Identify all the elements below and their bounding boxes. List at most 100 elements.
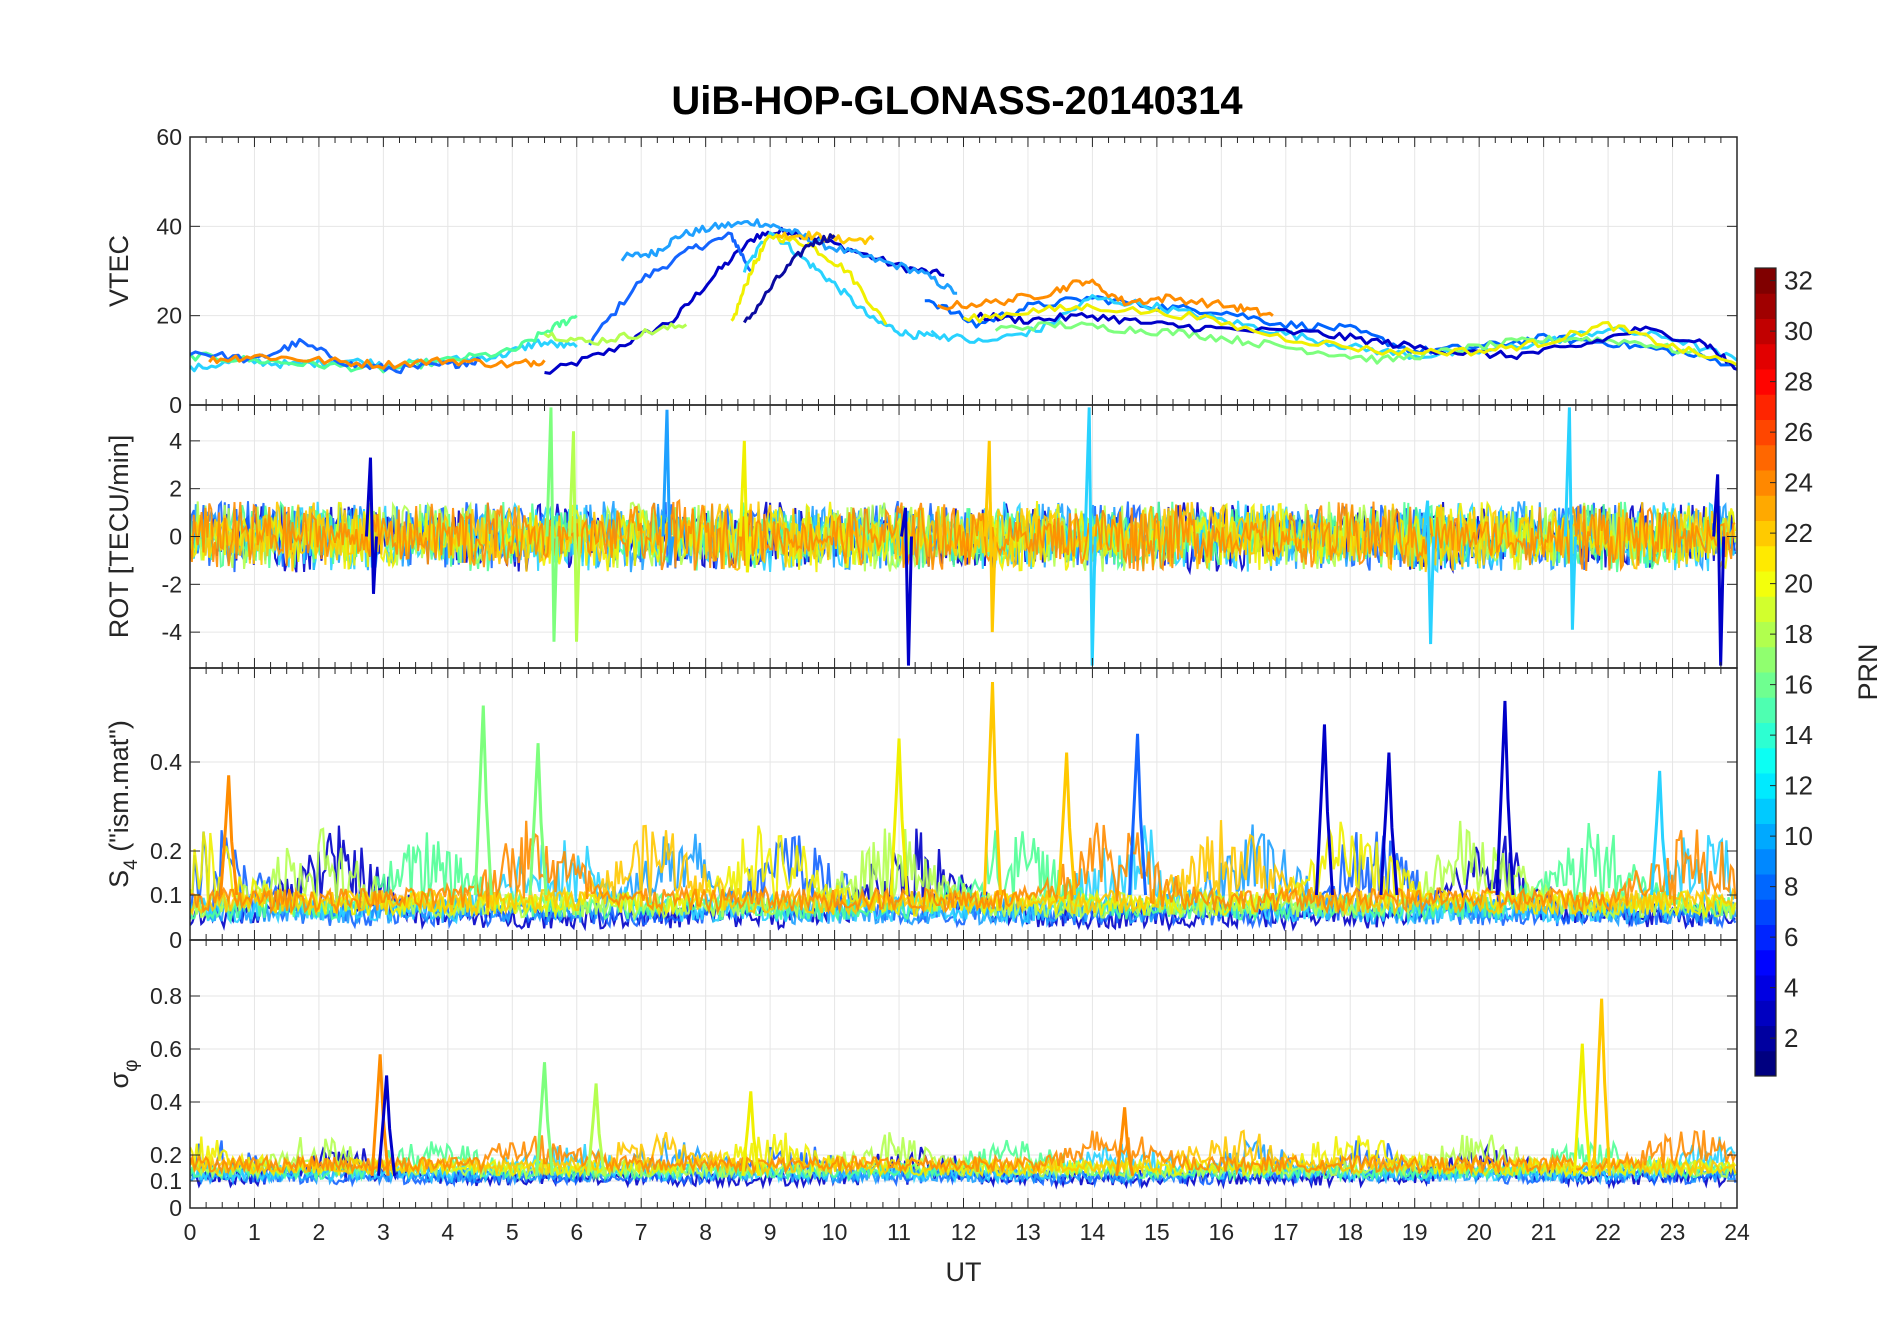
colorbar-swatch (1755, 621, 1776, 648)
y-tick-label: 0 (169, 927, 182, 953)
series-line (994, 320, 1705, 365)
colorbar-frame (1754, 267, 1777, 1077)
y-tick-label: 0.1 (150, 1168, 182, 1194)
colorbar-swatch (1755, 1000, 1776, 1026)
colorbar-swatch (1755, 343, 1776, 370)
series-line (588, 231, 752, 346)
peak-mark (535, 1062, 555, 1176)
y-axis-label: VTEC (104, 235, 134, 307)
series-line (924, 295, 1737, 367)
colorbar-swatch (1755, 571, 1776, 597)
panel-vtec: 20 40 60 VTEC (104, 124, 1738, 406)
peak-mark (983, 682, 1003, 896)
peak-mark (1592, 998, 1612, 1176)
colorbar-swatch (1755, 520, 1776, 547)
colorbar-swatch (1755, 318, 1776, 345)
rot-spike (1563, 407, 1577, 630)
x-tick-label: 0 (184, 1219, 197, 1245)
y-tick-label: -2 (162, 571, 182, 597)
colorbar-tick-label: 8 (1784, 872, 1798, 902)
peak-mark (1128, 733, 1148, 896)
peak-mark (889, 738, 909, 896)
x-tick-label: 6 (570, 1219, 583, 1245)
rot-spike (1712, 474, 1726, 666)
series-line (962, 303, 1737, 367)
colorbar-swatch (1755, 394, 1776, 420)
rot-spike (900, 507, 913, 666)
y-tick-label: 60 (156, 124, 182, 150)
y-tick-label: 0.4 (150, 1089, 182, 1115)
y-tick-label: 0.1 (150, 882, 182, 908)
data-s4 (190, 682, 1737, 932)
colorbar-swatch (1755, 773, 1776, 799)
chart-title: UiB-HOP-GLONASS-20140314 (671, 79, 1243, 123)
colorbar-swatch (1755, 975, 1776, 1001)
colorbar-swatch (1755, 419, 1776, 446)
rot-spike (568, 431, 582, 642)
series-line (730, 233, 888, 326)
rot-spike (545, 407, 559, 642)
colorbar-tick-label: 18 (1784, 619, 1813, 649)
x-tick-label: 1 (248, 1219, 261, 1245)
peak-mark (473, 705, 493, 896)
y-tick-label: 0.2 (150, 1142, 182, 1168)
colorbar-tick-label: 12 (1784, 771, 1813, 801)
colorbar-swatch (1755, 747, 1776, 774)
noise-series-line (190, 1130, 1737, 1176)
y-tick-label: 0.4 (150, 749, 182, 775)
series-line (620, 218, 958, 295)
x-tick-label: 13 (1015, 1219, 1041, 1245)
colorbar-swatch (1755, 495, 1776, 521)
colorbar-tick-label: 4 (1784, 973, 1798, 1003)
colorbar-tick-label: 20 (1784, 569, 1813, 599)
y-tick-label: 0.6 (150, 1036, 182, 1062)
peak-mark (370, 1054, 390, 1176)
x-tick-label: 20 (1466, 1219, 1492, 1245)
x-tick-label: 7 (635, 1219, 648, 1245)
y-tick-label: 0 (169, 392, 182, 418)
peak-mark (586, 1083, 606, 1176)
colorbar-swatch (1755, 268, 1776, 294)
y-tick-label: 0.2 (150, 838, 182, 864)
colorbar-swatch (1755, 722, 1776, 749)
x-tick-label: 15 (1144, 1219, 1170, 1245)
x-axis-label: UT (946, 1257, 982, 1287)
peak-mark (1650, 770, 1670, 896)
x-tick-label: 5 (506, 1219, 519, 1245)
colorbar-swatch (1755, 369, 1776, 395)
colorbar-swatch (1755, 293, 1776, 319)
colorbar-swatch (1755, 899, 1776, 925)
colorbar-tick-label: 10 (1784, 821, 1813, 851)
x-tick-label: 12 (951, 1219, 977, 1245)
x-tick-label: 2 (313, 1219, 326, 1245)
y-axis-label: S4 ("ism.mat") (104, 720, 142, 888)
series-line (208, 353, 546, 370)
series-line (975, 311, 1737, 371)
y-tick-label: 20 (156, 303, 182, 329)
y-tick-label: 40 (156, 213, 182, 239)
x-tick-label: 8 (699, 1219, 712, 1245)
peak-mark (741, 1091, 761, 1176)
x-tick-label: 17 (1273, 1219, 1299, 1245)
peak-mark (377, 1075, 397, 1176)
peak-mark (1057, 752, 1077, 896)
colorbar-tick-label: 28 (1784, 367, 1813, 397)
panel-s4: 0.1 0.2 0.4 0 S4 ("ism.mat") (104, 667, 1738, 953)
x-tick-label: 4 (441, 1219, 454, 1245)
peak-mark (528, 743, 548, 896)
colorbar-swatch (1755, 545, 1776, 572)
series-line (937, 278, 1274, 317)
x-tick-label: 3 (377, 1219, 390, 1245)
series-line (742, 231, 939, 341)
x-tick-label: 9 (764, 1219, 777, 1245)
rot-spike (364, 457, 378, 594)
colorbar-swatch (1755, 672, 1776, 698)
y-tick-label: 4 (169, 428, 182, 454)
rot-series-line (190, 501, 1737, 573)
x-tick-label: 16 (1209, 1219, 1235, 1245)
series-line (743, 233, 836, 324)
noise-series-line (190, 820, 1737, 915)
colorbar-tick-label: 6 (1784, 922, 1798, 952)
